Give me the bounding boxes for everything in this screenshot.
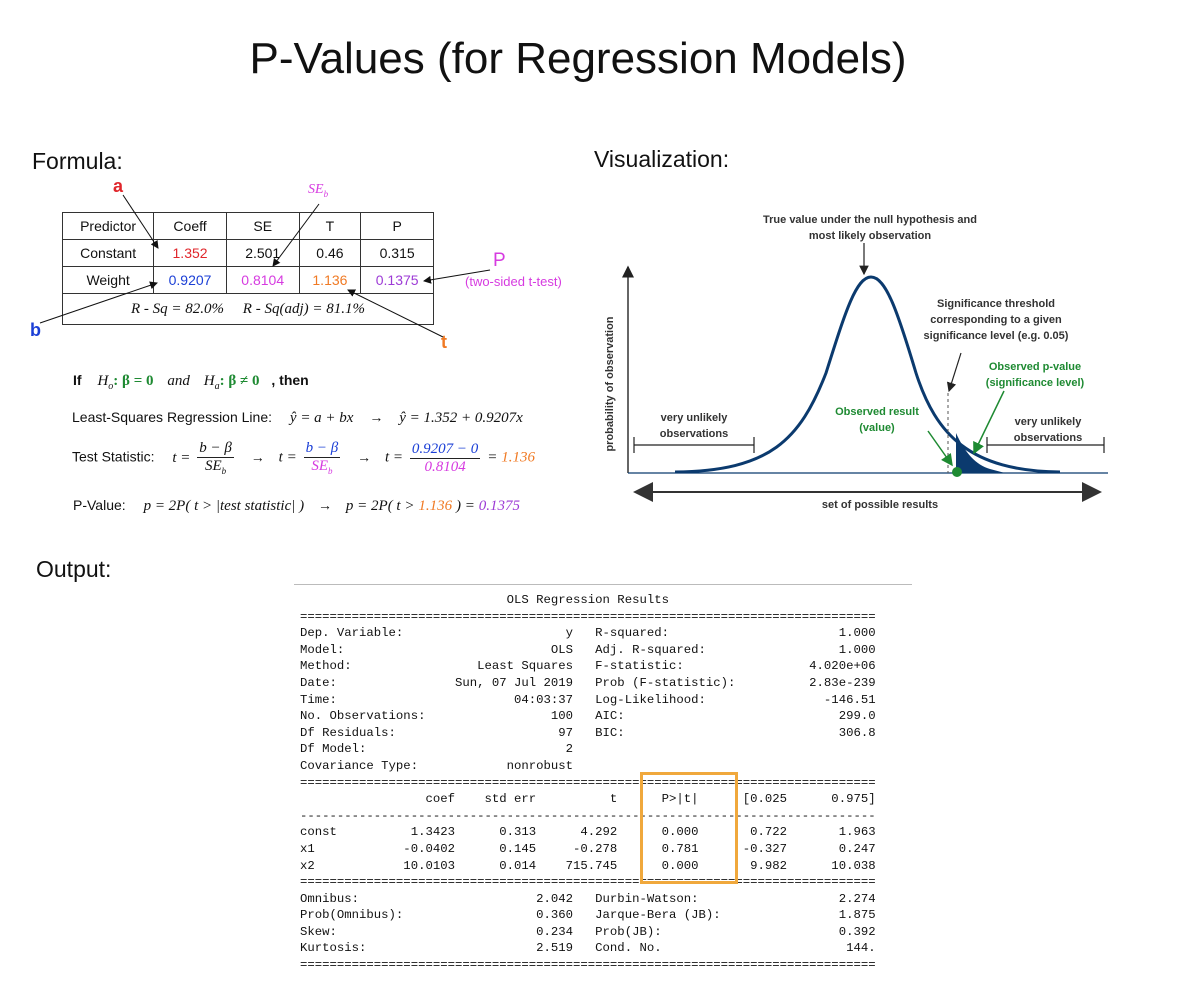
header-cell: Predictor <box>61 212 155 240</box>
output-section-title: Output: <box>36 556 112 582</box>
ts-fraction-colored: b − β SEb <box>303 440 341 476</box>
label-p: P <box>493 250 506 271</box>
p-value-tail <box>956 433 1005 473</box>
y-axis-label: probability of observation <box>604 316 616 452</box>
ols-output-text: OLS Regression Results =================… <box>300 593 876 973</box>
observed-p-label: Observed p-value (significance level) <box>985 361 1085 389</box>
arrow-p <box>423 269 491 284</box>
ha-symbol: H <box>203 373 215 389</box>
pv-equation: p = 2P( t > |test statistic| ) <box>143 498 305 514</box>
table-row: R - Sq = 82.0% R - Sq(adj) = 81.1% <box>62 293 434 325</box>
bell-curve <box>674 275 1061 474</box>
label-se: SEb <box>308 182 328 199</box>
arrow-b <box>39 281 158 324</box>
arrow-icon: → <box>250 448 265 465</box>
ts-den-subscript: b <box>327 466 333 476</box>
ts-t: t = <box>278 449 297 466</box>
p-value-formula: P-Value: p = 2P( t > |test statistic| ) … <box>73 497 520 515</box>
p-value-column-highlight <box>640 772 738 884</box>
pv-result: 0.1375 <box>478 498 521 514</box>
true-value-label: True value under the null hypothesis and… <box>763 214 977 242</box>
ts-numerator-value: 0.9207 − 0 <box>409 440 481 459</box>
ts-denominator: SEb <box>197 458 234 476</box>
header-cell: SE <box>225 212 300 240</box>
observed-p-arrow <box>973 390 1005 455</box>
visualization-section-title: Visualization: <box>594 146 730 172</box>
pv-label: P-Value: <box>73 497 126 513</box>
pv-equation-t: 1.136 <box>418 498 453 514</box>
arrow-icon: → <box>357 448 372 465</box>
then-word: , then <box>271 372 309 388</box>
test-statistic-formula: Test Statistic: t = b − β SEb → t = b − β… <box>72 440 535 476</box>
pv-equation-b: ) = <box>456 498 475 514</box>
label-b: b <box>30 320 41 340</box>
if-label: If <box>73 372 82 388</box>
ts-label: Test Statistic: <box>72 448 155 465</box>
label-se-subscript: b <box>323 188 329 199</box>
table-header-row: Predictor Coeff SE T P <box>61 212 434 240</box>
observed-point <box>952 467 962 477</box>
arrow-se <box>272 203 320 267</box>
ls-equation: ŷ = a + bx <box>289 410 354 426</box>
hypothesis-line: If Ho: β = 0 and Ha: β ≠ 0 , then <box>73 372 309 392</box>
p-cell: 0.315 <box>360 239 434 267</box>
arrow-a <box>122 194 159 249</box>
threshold-label: Significance threshold corresponding to … <box>923 298 1069 342</box>
observed-result-label: Observed result (value) <box>835 406 919 434</box>
label-p-note: (two-sided t-test) <box>465 274 562 289</box>
ts-fraction: b − β SEb <box>197 440 234 476</box>
ls-label: Least-Squares Regression Line: <box>72 409 273 425</box>
coeff-cell: 1.352 <box>153 239 227 267</box>
h0-subscript: o <box>108 380 114 392</box>
ha-relation: : β ≠ 0 <box>219 373 260 389</box>
ts-numerator: b − β <box>303 440 341 458</box>
ts-den-symbol: SE <box>205 458 222 474</box>
arrow-t <box>347 289 444 338</box>
ts-t: t = <box>172 449 191 466</box>
p-value-visualization <box>622 243 1108 502</box>
regression-line-formula: Least-Squares Regression Line: ŷ = a + b… <box>72 409 523 427</box>
ts-den-symbol: SE <box>311 458 328 474</box>
label-t: t <box>441 332 447 352</box>
pv-equation-a: p = 2P( t > <box>345 498 415 514</box>
very-unlikely-left-label: very unlikely observations <box>659 412 729 440</box>
h0-relation: : β = 0 <box>113 373 154 389</box>
h0-symbol: H <box>97 373 109 389</box>
ts-fraction-values: 0.9207 − 0 0.8104 <box>409 440 481 476</box>
formula-section-title: Formula: <box>32 148 123 174</box>
annotation-arrows <box>39 194 491 338</box>
ts-denominator-value: 0.8104 <box>424 458 466 475</box>
observed-result-arrow <box>927 430 953 467</box>
ls-equation-fitted: ŷ = 1.352 + 0.9207x <box>399 410 523 426</box>
and-word: and <box>167 373 190 389</box>
arrow-icon: → <box>369 409 384 425</box>
table-row: Constant 1.352 2.501 0.46 0.315 <box>61 239 434 267</box>
ts-result: 1.136 <box>501 449 535 466</box>
very-unlikely-right-label: very unlikely observations <box>1013 416 1083 444</box>
threshold-arrow <box>946 352 962 393</box>
ts-t: t = <box>384 449 404 466</box>
arrow-icon: → <box>318 497 333 513</box>
ts-den-subscript: b <box>221 466 227 476</box>
ha-subscript: a <box>214 380 220 392</box>
label-se-symbol: SE <box>308 182 324 197</box>
se-cell: 0.8104 <box>225 266 300 294</box>
t-cell: 1.136 <box>298 266 362 294</box>
coefficient-table: Predictor Coeff SE T P Constant 1.352 2.… <box>61 212 434 325</box>
r-squared-cell: R - Sq = 82.0% R - Sq(adj) = 81.1% <box>62 293 434 325</box>
page-title: P-Values (for Regression Models) <box>249 34 907 83</box>
ols-regression-output: OLS Regression Results =================… <box>294 584 912 972</box>
ts-denominator: SEb <box>304 458 341 476</box>
output-top-rule <box>294 584 912 585</box>
label-a: a <box>113 176 124 196</box>
x-axis-label: set of possible results <box>821 499 939 511</box>
predictor-cell: Constant <box>61 239 155 267</box>
ts-numerator: b − β <box>197 440 234 458</box>
